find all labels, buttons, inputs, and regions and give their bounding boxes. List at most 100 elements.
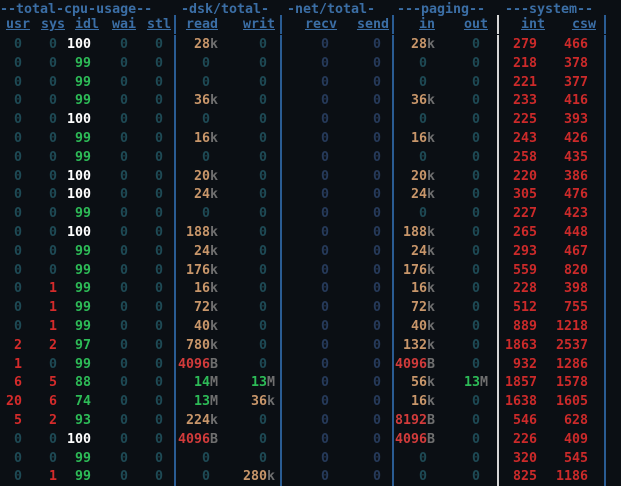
cell-value: 228 bbox=[512, 281, 537, 297]
cell-unit bbox=[588, 263, 596, 278]
cell-idl: 99 bbox=[55, 204, 99, 223]
cell-value: 40 bbox=[410, 319, 427, 334]
cell-send: 0 bbox=[335, 392, 389, 411]
cell-idl: 99 bbox=[55, 148, 99, 167]
column-header-writ: writ bbox=[242, 17, 275, 32]
cell-int: 218 bbox=[495, 54, 545, 73]
column-separator bbox=[604, 35, 606, 54]
stat-row: 2 2 97 0 0 780k 0 0 0 132k 0 1863 2537 bbox=[0, 335, 621, 355]
cell-recv: 0 bbox=[287, 392, 337, 411]
cell-value: 0 bbox=[320, 450, 329, 466]
cell-send: 0 bbox=[335, 242, 389, 261]
cell-value: 188 bbox=[402, 225, 427, 240]
cell-value: 0 bbox=[119, 281, 128, 297]
cell-value: 0 bbox=[48, 37, 57, 52]
stat-row: 6 5 88 0 0 14M 13M 0 0 56k 13M 1857 1578 bbox=[0, 373, 621, 393]
cell-unit bbox=[267, 93, 275, 108]
column-header-in: in bbox=[418, 17, 435, 32]
cell-sys: 1 bbox=[25, 279, 65, 298]
cell-value: 0 bbox=[154, 450, 163, 466]
cell-value: 755 bbox=[563, 300, 588, 316]
cell-value: 99 bbox=[74, 243, 91, 259]
column-separator bbox=[174, 129, 176, 148]
cell-unit bbox=[381, 75, 389, 90]
column-separator bbox=[392, 110, 394, 130]
cell-value: 0 bbox=[154, 93, 163, 109]
column-separator bbox=[174, 448, 176, 468]
cell-csw: 1218 bbox=[546, 317, 596, 336]
cell-sys: 1 bbox=[25, 317, 65, 336]
cell-writ: 0 bbox=[221, 148, 275, 167]
cell-in: 28k bbox=[389, 35, 435, 54]
cell-value: 0 bbox=[13, 431, 22, 447]
cell-unit bbox=[588, 451, 596, 466]
cell-unit bbox=[537, 319, 545, 334]
column-separator bbox=[497, 411, 499, 430]
cell-value: 0 bbox=[154, 149, 163, 165]
cell-unit bbox=[480, 357, 488, 372]
column-separator bbox=[604, 72, 606, 92]
cell-in: 24k bbox=[389, 185, 435, 204]
column-separator bbox=[497, 15, 499, 34]
column-separator bbox=[497, 72, 499, 92]
cell-value: 0 bbox=[119, 413, 128, 428]
column-separator bbox=[174, 110, 176, 130]
cell-read: 40k bbox=[168, 317, 218, 336]
cell-value: 72 bbox=[410, 300, 427, 316]
cell-value: 0 bbox=[372, 413, 381, 428]
cell-value: 0 bbox=[13, 37, 22, 52]
column-separator bbox=[497, 91, 499, 111]
cell-value: 279 bbox=[512, 37, 537, 52]
cell-recv: 0 bbox=[287, 373, 337, 392]
cell-out: 0 bbox=[434, 129, 488, 148]
cell-unit bbox=[588, 169, 596, 184]
cell-value: 0 bbox=[320, 206, 329, 222]
cell-value: 0 bbox=[258, 131, 267, 146]
cell-send: 0 bbox=[335, 54, 389, 73]
cell-value: 305 bbox=[512, 187, 537, 203]
cell-value: 99 bbox=[74, 131, 91, 146]
column-separator bbox=[280, 260, 282, 280]
cell-read: 36k bbox=[168, 91, 218, 110]
cell-value: 0 bbox=[258, 262, 267, 278]
cell-send: 0 bbox=[335, 91, 389, 110]
cell-unit bbox=[381, 56, 389, 71]
cell-value: 0 bbox=[201, 55, 210, 71]
cell-value: 0 bbox=[320, 300, 329, 316]
column-header-read: read bbox=[185, 17, 218, 32]
column-separator bbox=[392, 373, 394, 393]
column-separator bbox=[280, 373, 282, 393]
cell-writ: 13M bbox=[221, 373, 275, 392]
cell-value: 0 bbox=[372, 469, 381, 485]
cell-idl: 99 bbox=[55, 298, 99, 317]
column-separator bbox=[497, 35, 499, 54]
cell-wai: 0 bbox=[96, 91, 136, 110]
cell-unit bbox=[588, 112, 596, 127]
column-separator bbox=[497, 298, 499, 318]
cell-value: 99 bbox=[74, 356, 91, 372]
cell-unit bbox=[537, 413, 545, 428]
cell-unit bbox=[588, 75, 596, 90]
cell-value: 0 bbox=[471, 225, 480, 240]
cell-value: 99 bbox=[74, 55, 91, 71]
column-header-recv: recv bbox=[304, 17, 337, 32]
cell-value: 1605 bbox=[555, 394, 588, 410]
cell-out: 0 bbox=[434, 317, 488, 336]
column-separator bbox=[497, 185, 499, 205]
cell-value: 0 bbox=[13, 187, 22, 203]
cell-unit bbox=[588, 244, 596, 259]
column-separator bbox=[392, 72, 394, 92]
cell-sys: 0 bbox=[25, 129, 65, 148]
cell-unit bbox=[381, 357, 389, 372]
cell-value: 0 bbox=[201, 206, 210, 222]
cell-unit bbox=[381, 413, 389, 428]
cell-value: 932 bbox=[512, 356, 537, 372]
cell-sys: 0 bbox=[25, 35, 65, 54]
stat-row: 0 1 99 0 0 40k 0 0 0 40k 0 889 1218 bbox=[0, 317, 621, 336]
column-separator bbox=[280, 317, 282, 336]
cell-unit bbox=[381, 338, 389, 353]
cell-writ: 0 bbox=[221, 317, 275, 336]
cell-sys: 0 bbox=[25, 148, 65, 167]
cell-value: 99 bbox=[74, 262, 91, 278]
